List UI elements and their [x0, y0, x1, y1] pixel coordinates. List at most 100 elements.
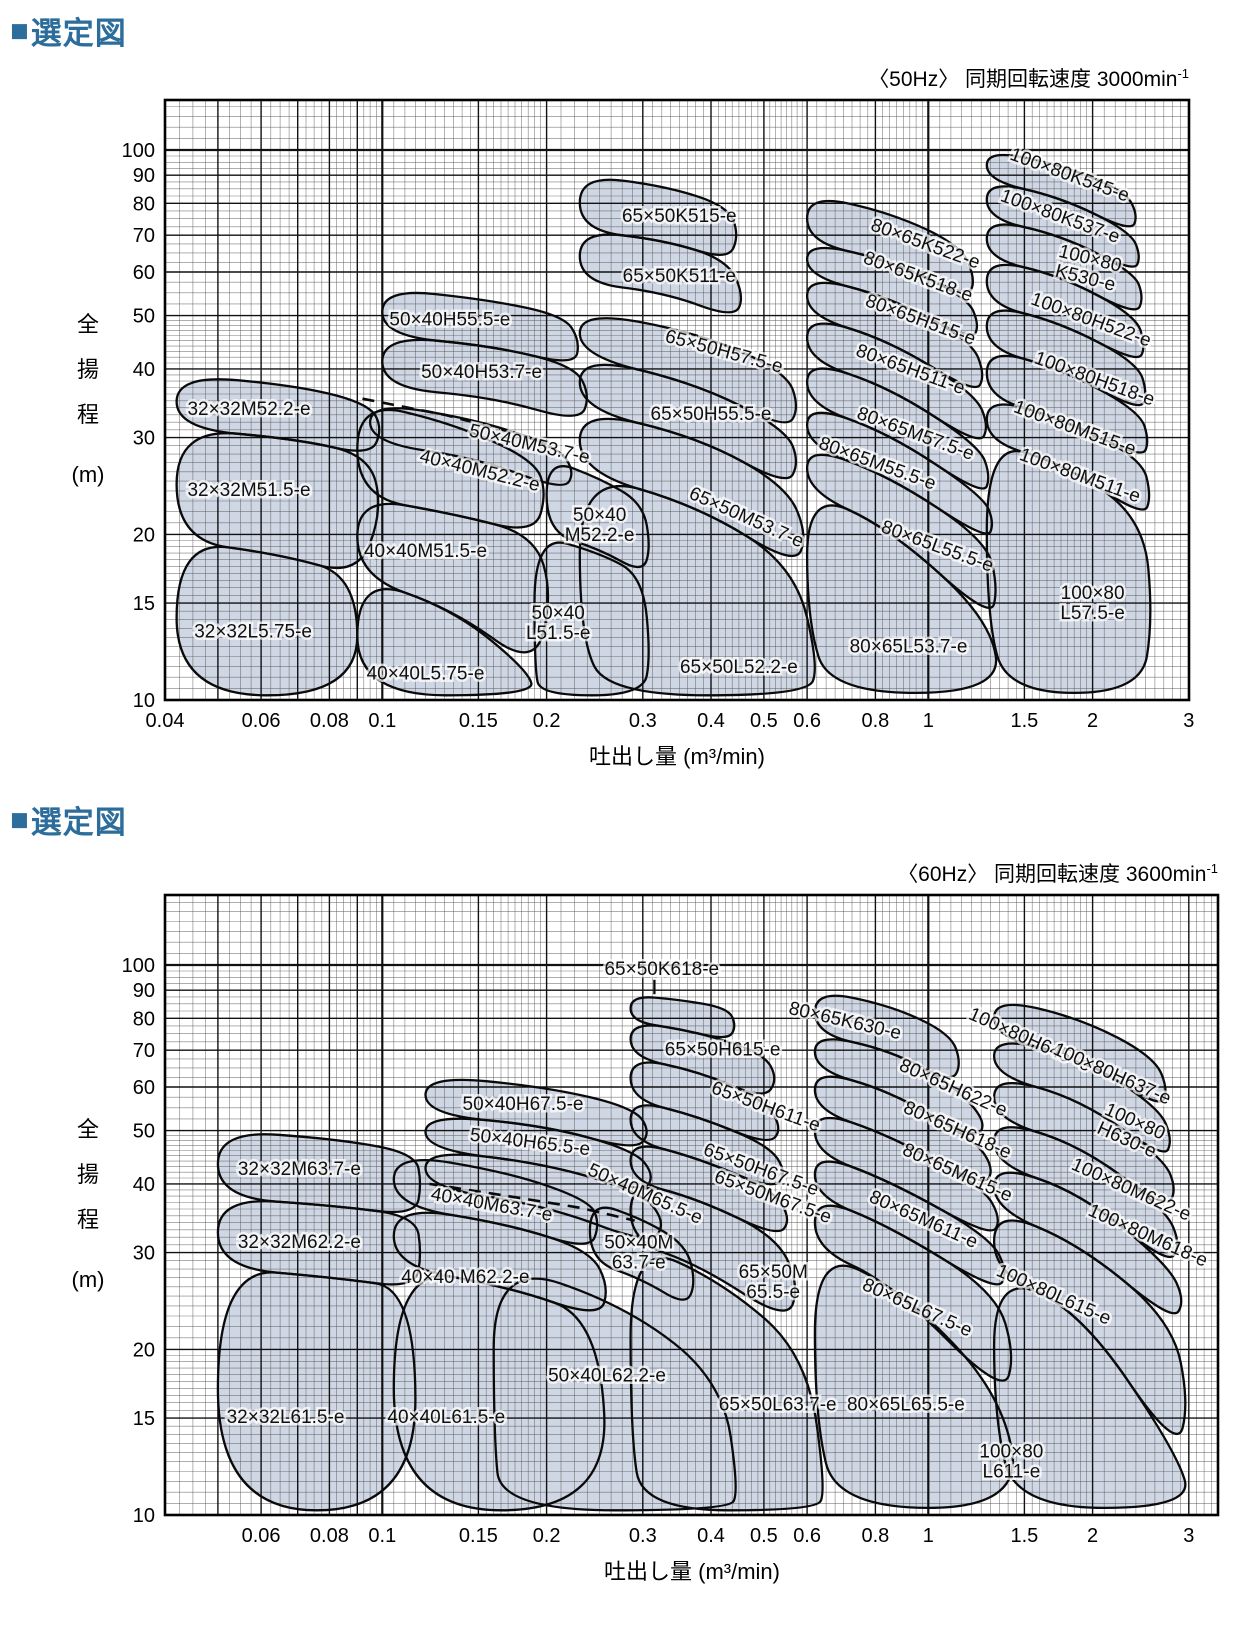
y-tick-label: 80 — [133, 193, 155, 215]
svg-text:全: 全 — [77, 1117, 99, 1142]
pump-label: 50×40L62.2-e — [548, 1365, 666, 1386]
pump-region — [217, 1201, 420, 1285]
x-tick-label: 3 — [1183, 1525, 1194, 1547]
pump-region — [807, 505, 997, 693]
x-axis-title: 吐出し量 (m³/min) — [589, 744, 765, 769]
y-tick-label: 90 — [133, 980, 155, 1002]
x-tick-label: 0.08 — [310, 710, 349, 732]
pump-region — [807, 248, 977, 336]
pump-region — [217, 1272, 416, 1511]
pump-region — [579, 418, 804, 556]
pump-curve — [356, 588, 533, 697]
pump-region — [814, 1265, 1013, 1508]
x-tick-label: 2 — [1087, 1525, 1098, 1547]
pump-curve — [578, 484, 816, 697]
x-tick-label: 0.6 — [793, 710, 821, 732]
pump-label: 32×32M51.5-e — [187, 480, 310, 501]
y-tick-label: 40 — [133, 1174, 155, 1196]
x-tick-label: 0.08 — [310, 1525, 349, 1547]
svg-text:揚: 揚 — [77, 357, 99, 382]
pump-label: 40×40 M62.2-e — [401, 1267, 529, 1288]
x-tick-label: 0.2 — [533, 1525, 561, 1547]
section-title-text: 選定図 — [30, 16, 127, 51]
pump-curve — [813, 1264, 1015, 1510]
x-tick-label: 0.06 — [242, 710, 281, 732]
plot-border — [163, 98, 1191, 702]
selection-chart-60hz: 32×32M63.7-e 32×32M62.2-e 32×32L61.5-e 40×4… — [72, 861, 1220, 1584]
pump-region — [425, 1079, 647, 1146]
pump-region — [986, 224, 1142, 310]
y-tick-label: 40 — [133, 359, 155, 381]
y-tick-label: 100 — [122, 955, 155, 977]
svg-text:(m): (m) — [72, 462, 105, 487]
y-tick-label: 20 — [133, 1339, 155, 1361]
pump-curve — [424, 1153, 663, 1239]
pump-label: 40×40L5.75-e — [367, 663, 485, 684]
pump-region — [807, 368, 989, 489]
section-marker-icon: ■ — [10, 801, 30, 837]
selection-chart-50hz: 32×32M52.2-e 32×32M51.5-e 32×32L5.75-e 40×4… — [72, 66, 1195, 769]
pump-label: 50×40H55.5-e — [389, 309, 510, 330]
pump-curve — [533, 541, 650, 697]
y-tick-label: 80 — [133, 1008, 155, 1030]
pump-region — [630, 1146, 788, 1232]
pump-region — [986, 355, 1148, 453]
pump-region — [579, 179, 737, 255]
pump-region — [814, 995, 959, 1078]
pump-label: 65×50K515-e — [622, 206, 737, 227]
x-tick-label: 1 — [923, 710, 934, 732]
pump-label: 50×40H67.5-e — [463, 1094, 584, 1115]
pump-region — [425, 1118, 651, 1188]
svg-text:(m): (m) — [72, 1267, 105, 1292]
y-tick-label: 30 — [133, 1243, 155, 1265]
pump-label: 80×65L65.5-e — [847, 1394, 965, 1415]
x-tick-label: 1.5 — [1010, 1525, 1038, 1547]
x-tick-label: 1 — [923, 1525, 934, 1547]
pump-region — [382, 339, 587, 416]
pump-label: 100×80 L57.5-e — [1060, 583, 1124, 624]
pump-region — [807, 454, 996, 608]
pump-label: 80×65L53.7-e — [850, 637, 968, 658]
y-tick-label: 90 — [133, 165, 155, 187]
pump-region — [630, 997, 735, 1038]
pump-region — [630, 1187, 796, 1311]
pump-curve — [368, 407, 573, 487]
svg-text:程: 程 — [77, 1207, 99, 1232]
svg-text:揚: 揚 — [77, 1162, 99, 1187]
pump-label: 65×50K618-e — [604, 959, 719, 980]
x-tick-labels: 0.04 0.06 0.08 0.1 0.15 0.2 0.3 0.4 0.5 0.6 0.8 1 1.… — [146, 710, 1195, 732]
pump-curve — [392, 1274, 606, 1512]
x-tick-label: 0.4 — [697, 1525, 725, 1547]
pump-label: 32×32M62.2-e — [238, 1232, 361, 1253]
y-tick-label: 70 — [133, 1040, 155, 1062]
pump-region — [807, 412, 992, 534]
pump-region — [176, 546, 358, 696]
svg-text:程: 程 — [77, 402, 99, 427]
y-tick-label: 30 — [133, 428, 155, 450]
pump-curve — [805, 504, 998, 695]
pump-label: 32×32M52.2-e — [187, 399, 310, 420]
y-tick-labels: 100 90 80 70 60 50 40 30 20 15 10 — [122, 955, 155, 1527]
y-tick-labels: 100 90 80 70 60 50 40 30 20 15 10 — [122, 140, 155, 712]
y-tick-label: 70 — [133, 225, 155, 247]
pump-region — [382, 292, 578, 361]
pump-region — [370, 408, 572, 485]
pump-region — [630, 1025, 775, 1094]
pump-region — [994, 1288, 1186, 1508]
section-title-50hz: ■ 選定図 — [10, 8, 127, 53]
pump-region — [994, 1172, 1182, 1314]
pump-curve — [578, 233, 743, 314]
x-tick-label: 3 — [1183, 710, 1194, 732]
x-tick-label: 0.3 — [629, 1525, 657, 1547]
pump-region — [630, 1257, 823, 1511]
x-tick-label: 1.5 — [1010, 710, 1038, 732]
x-tick-label: 0.8 — [861, 1525, 889, 1547]
x-tick-label: 0.15 — [459, 1525, 498, 1547]
y-tick-label: 50 — [133, 306, 155, 328]
pump-region — [807, 282, 983, 387]
pump-region — [814, 1205, 1012, 1381]
pump-curve — [492, 1277, 737, 1512]
pump-region — [994, 1220, 1186, 1434]
y-tick-label: 10 — [133, 1505, 155, 1527]
